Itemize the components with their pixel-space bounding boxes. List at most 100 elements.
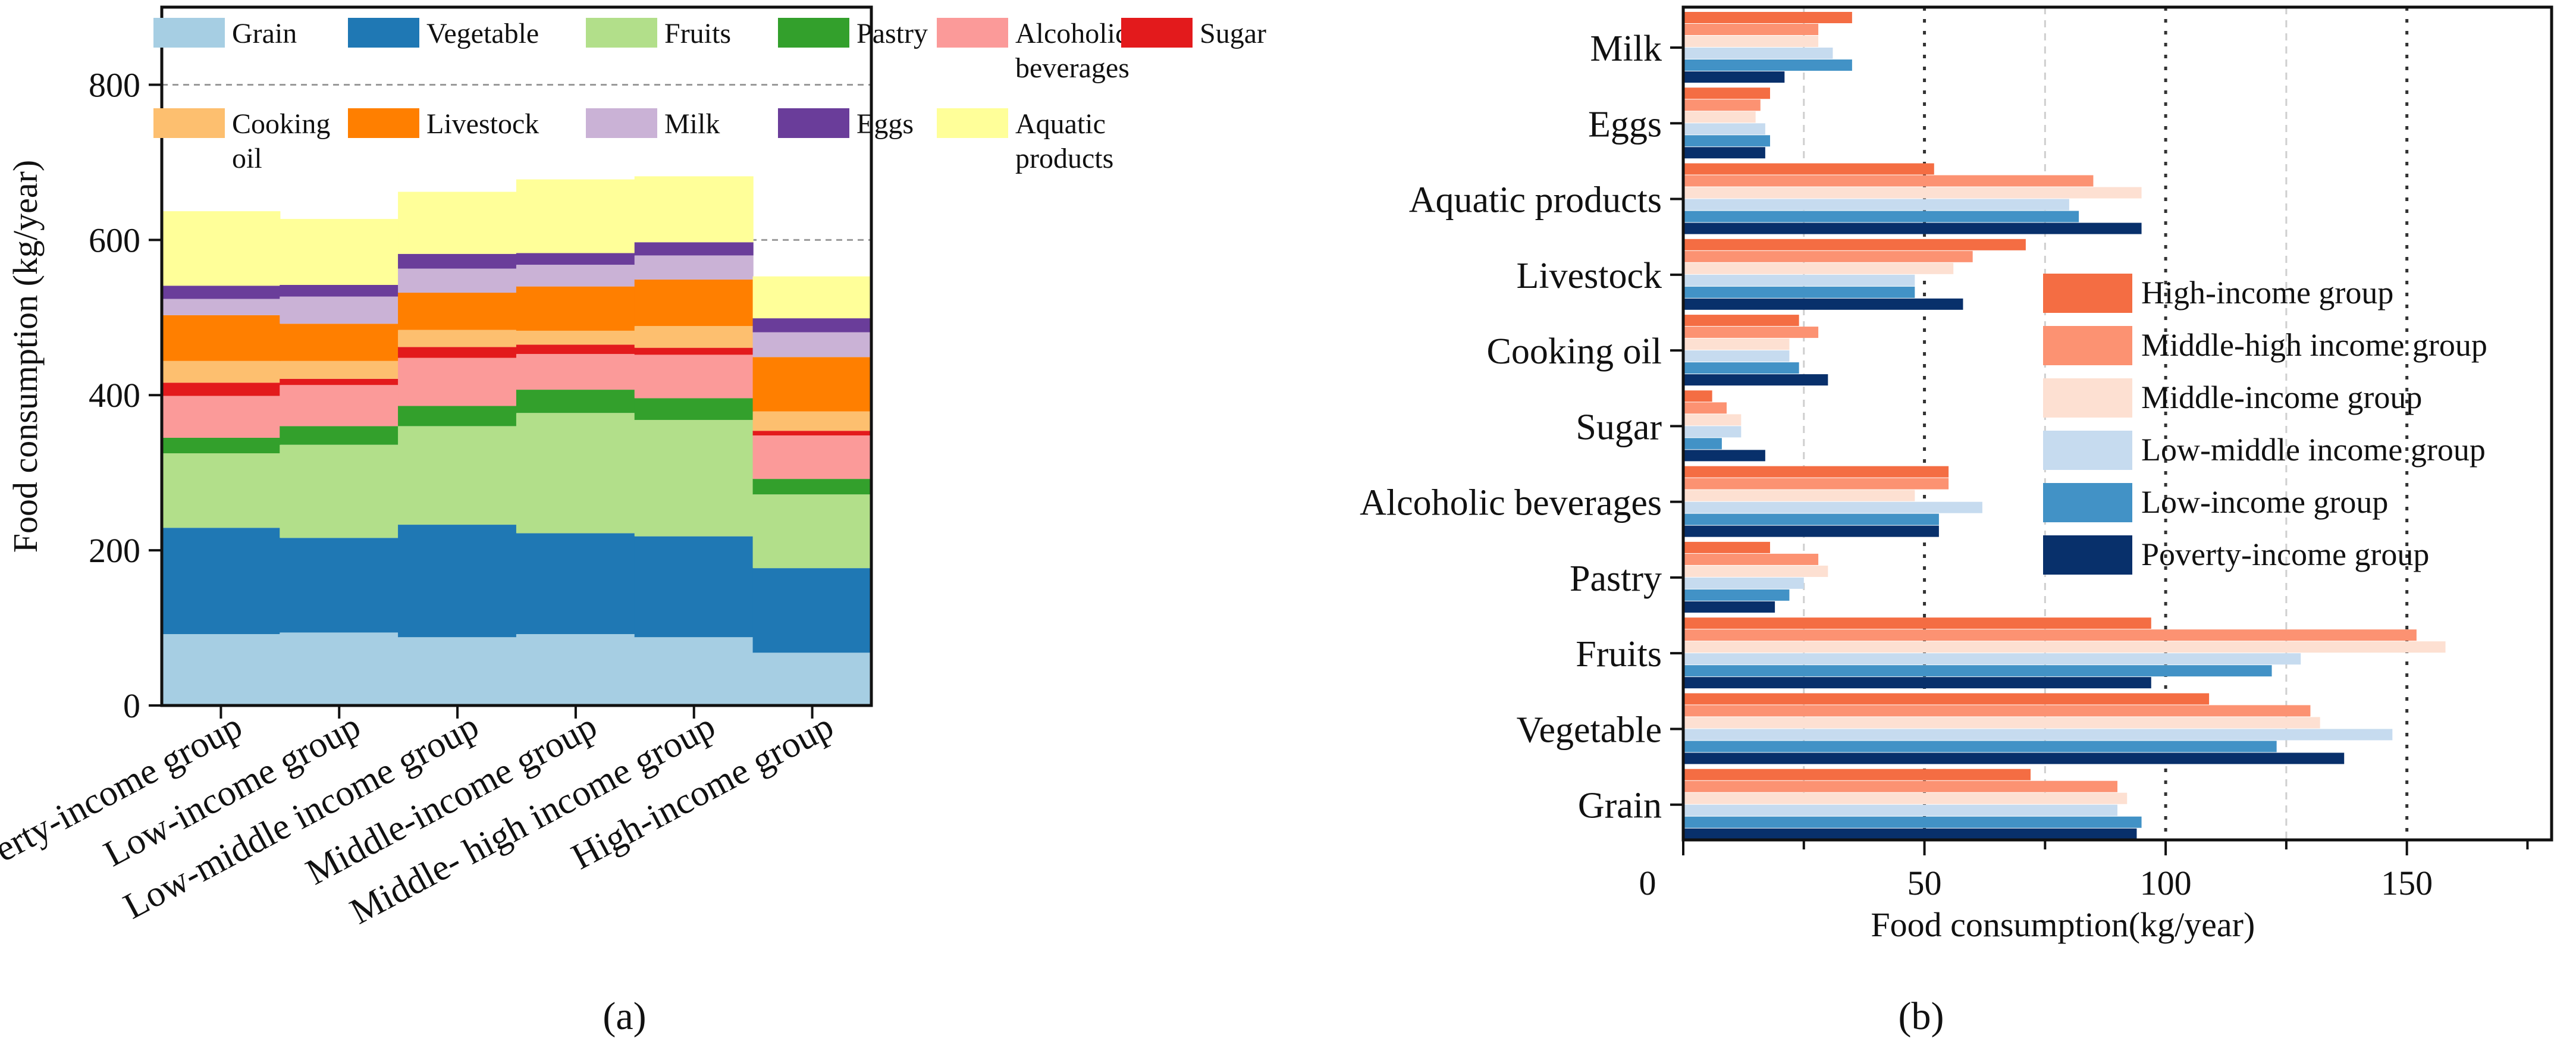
bar-grain-low-income-group: [280, 632, 399, 705]
bar-aquatic-products-low-income-group: [280, 219, 399, 285]
bar-sugar-low-middle-income-group: [398, 347, 517, 358]
bar-eggs-middle-high-income-group: [634, 242, 754, 256]
bar-high-income-group-sugar: [1683, 390, 1712, 402]
bar-aquatic-products-middle-high-income-group: [634, 176, 754, 243]
bar-low-income-group-alcoholic-beverages: [1683, 513, 1939, 525]
bar-sugar-middle-high-income-group: [634, 347, 754, 355]
bar-middle-income-group-fruits: [1683, 641, 2446, 653]
bar-aquatic-products-poverty-income-group: [161, 211, 281, 286]
panel-b-label: (b): [1899, 995, 1944, 1038]
bar-poverty-income-group-eggs: [1683, 147, 1765, 159]
bar-fruits-low-income-group: [280, 444, 399, 538]
bar-vegetable-low-middle-income-group: [398, 525, 517, 638]
bar-alcoholic-beverages-high-income-group: [752, 435, 872, 479]
y-tick-label-b: Alcoholic beverages: [1360, 483, 1662, 523]
bar-cooking-oil-low-income-group: [280, 360, 399, 379]
bar-middle-high-income-group-vegetable: [1683, 705, 2311, 717]
bar-pastry-poverty-income-group: [161, 437, 281, 454]
bar-low-income-group-grain: [1683, 816, 2142, 828]
legend-swatch-eggs: [778, 108, 849, 138]
bar-middle-income-group-cooking-oil: [1683, 338, 1790, 350]
legend-label-high-income-group: High-income group: [2141, 275, 2393, 311]
bar-pastry-high-income-group: [752, 479, 872, 495]
x-tick-label-b: 150: [2381, 864, 2433, 902]
y-tick-label-b: Aquatic products: [1409, 180, 1662, 221]
y-tick-label-b: Cooking oil: [1486, 331, 1662, 372]
bar-poverty-income-group-sugar: [1683, 450, 1765, 462]
bar-low-middle-income-group-milk: [1683, 48, 1833, 59]
legend-label-low-middle-income-group: Low-middle income group: [2141, 432, 2486, 468]
legend-label-pastry: Pastry: [856, 18, 928, 49]
bar-vegetable-middle-income-group: [516, 533, 635, 634]
bar-sugar-low-income-group: [280, 378, 399, 385]
bar-middle-income-group-grain: [1683, 792, 2128, 804]
x-tick-label-b: 100: [2140, 864, 2192, 902]
y-tick-label-a: 0: [123, 686, 140, 725]
bar-poverty-income-group-vegetable: [1683, 752, 2345, 764]
bar-aquatic-products-low-middle-income-group: [398, 192, 517, 254]
x-tick-label-b: 50: [1907, 864, 1942, 902]
bar-vegetable-high-income-group: [752, 568, 872, 653]
bar-poverty-income-group-alcoholic-beverages: [1683, 525, 1939, 537]
bar-pastry-low-middle-income-group: [398, 406, 517, 426]
legend-label-cooking-oil-2: oil: [232, 143, 262, 174]
legend-label-aquatic-products-2: products: [1015, 143, 1113, 174]
bar-livestock-middle-high-income-group: [634, 279, 754, 327]
bar-middle-high-income-group-alcoholic-beverages: [1683, 478, 1949, 490]
bar-milk-middle-high-income-group: [634, 255, 754, 280]
y-tick-label-a: 200: [89, 531, 140, 570]
legend-label-grain: Grain: [232, 18, 297, 49]
bar-low-middle-income-group-eggs: [1683, 123, 1765, 135]
legend-swatch-aquatic-products: [937, 108, 1008, 138]
bar-aquatic-products-high-income-group: [752, 276, 872, 319]
bar-fruits-middle-high-income-group: [634, 419, 754, 537]
y-axis-label-a: Food consumption (kg/year): [6, 160, 45, 553]
bar-grain-low-middle-income-group: [398, 637, 517, 705]
bar-middle-income-group-sugar: [1683, 414, 1742, 426]
bar-middle-high-income-group-livestock: [1683, 250, 1973, 262]
y-tick-label-b: Grain: [1578, 786, 1662, 826]
legend-swatch-middle-income-group: [2043, 378, 2132, 418]
legend-label-alcoholic-beverages-1: Alcoholic: [1015, 18, 1128, 49]
bar-middle-income-group-vegetable: [1683, 717, 2320, 729]
y-tick-label-b: Vegetable: [1517, 710, 1662, 750]
bar-milk-middle-income-group: [516, 265, 635, 287]
bar-cooking-oil-middle-high-income-group: [634, 326, 754, 348]
bar-poverty-income-group-aquatic-products: [1683, 222, 2142, 234]
legend-label-sugar: Sugar: [1200, 18, 1266, 49]
bar-low-middle-income-group-aquatic-products: [1683, 199, 2069, 211]
bar-middle-income-group-alcoholic-beverages: [1683, 490, 1915, 501]
bar-grain-high-income-group: [752, 653, 872, 705]
bar-high-income-group-milk: [1683, 12, 1852, 23]
bar-middle-high-income-group-cooking-oil: [1683, 327, 1819, 338]
bar-poverty-income-group-fruits: [1683, 677, 2151, 689]
legend-swatch-poverty-income-group: [2043, 535, 2132, 575]
bar-fruits-middle-income-group: [516, 413, 635, 534]
plot-frame-a: [160, 5, 873, 707]
y-tick-label-b: Pastry: [1570, 559, 1662, 599]
bar-aquatic-products-middle-income-group: [516, 179, 635, 253]
bar-middle-income-group-milk: [1683, 36, 1819, 47]
bar-livestock-low-middle-income-group: [398, 293, 517, 330]
bar-fruits-poverty-income-group: [161, 453, 281, 528]
bar-high-income-group-cooking-oil: [1683, 315, 1799, 327]
bar-livestock-high-income-group: [752, 357, 872, 412]
bar-high-income-group-pastry: [1683, 541, 1770, 553]
bar-cooking-oil-middle-income-group: [516, 330, 635, 345]
bar-middle-high-income-group-pastry: [1683, 553, 1819, 565]
y-tick-label-a: 800: [89, 65, 140, 104]
bar-poverty-income-group-milk: [1683, 71, 1785, 83]
plot-frame-b: [1681, 5, 2553, 842]
bar-low-middle-income-group-pastry: [1683, 577, 1804, 589]
bar-low-income-group-pastry: [1683, 589, 1790, 601]
legend-label-eggs: Eggs: [856, 108, 914, 140]
bar-low-middle-income-group-grain: [1683, 804, 2117, 816]
legend-label-aquatic-products-1: Aquatic: [1015, 108, 1106, 140]
bar-low-middle-income-group-sugar: [1683, 426, 1742, 438]
legend-swatch-cooking-oil: [153, 108, 225, 138]
bar-livestock-poverty-income-group: [161, 315, 281, 361]
bar-high-income-group-eggs: [1683, 87, 1770, 99]
legend-label-livestock: Livestock: [426, 108, 539, 140]
bar-low-income-group-vegetable: [1683, 741, 2277, 752]
bar-poverty-income-group-cooking-oil: [1683, 374, 1828, 386]
